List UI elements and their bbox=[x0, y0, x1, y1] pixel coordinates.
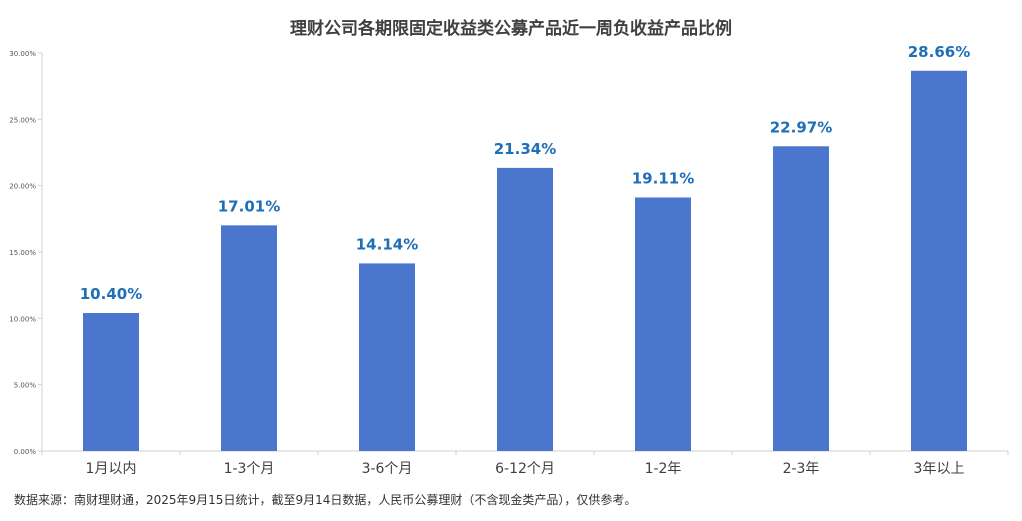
data-label: 10.40% bbox=[80, 285, 142, 303]
y-tick-label: 30.00% bbox=[9, 50, 36, 58]
chart-title: 理财公司各期限固定收益类公募产品近一周负收益产品比例 bbox=[290, 19, 732, 39]
y-tick-label: 25.00% bbox=[9, 116, 36, 124]
x-tick-label: 2-3年 bbox=[783, 461, 820, 477]
x-tick-label: 6-12个月 bbox=[495, 461, 555, 477]
x-axis: 1月以内 1-3个月 3-6个月 6-12个月 1-2年 2-3年 3年以上 bbox=[41, 450, 1009, 477]
y-axis: 0.00% 5.00% 10.00% 15.00% 20.00% 25.00% 30.00% bbox=[9, 50, 43, 456]
bar bbox=[83, 313, 139, 451]
y-tick-label: 0.00% bbox=[14, 448, 37, 456]
bar bbox=[635, 197, 691, 451]
data-label: 22.97% bbox=[770, 118, 832, 136]
data-label: 21.34% bbox=[494, 140, 556, 158]
data-labels: 10.40% 17.01% 14.14% 21.34% 19.11% 22.97% 28.6… bbox=[80, 43, 970, 303]
x-tick-label: 3-6个月 bbox=[362, 461, 413, 477]
bar bbox=[221, 225, 277, 451]
y-tick-label: 20.00% bbox=[9, 183, 36, 191]
data-label: 17.01% bbox=[218, 197, 280, 215]
bar-series bbox=[83, 70, 967, 452]
data-label: 19.11% bbox=[632, 169, 694, 187]
x-tick-label: 1-2年 bbox=[645, 461, 682, 477]
x-tick-label: 3年以上 bbox=[914, 461, 965, 477]
y-tick-label: 15.00% bbox=[9, 249, 36, 257]
data-label: 14.14% bbox=[356, 235, 418, 253]
y-tick-label: 10.00% bbox=[9, 315, 36, 323]
bar bbox=[911, 70, 967, 451]
x-tick-label: 1月以内 bbox=[86, 461, 137, 477]
bar bbox=[359, 263, 415, 451]
y-tick-label: 5.00% bbox=[14, 382, 37, 390]
x-tick-label: 1-3个月 bbox=[224, 461, 275, 477]
bar bbox=[497, 167, 553, 451]
bar bbox=[773, 146, 829, 452]
data-label: 28.66% bbox=[908, 43, 970, 61]
source-note: 数据来源：南财理财通，2025年9月15日统计，截至9月14日数据，人民币公募理… bbox=[14, 493, 637, 507]
